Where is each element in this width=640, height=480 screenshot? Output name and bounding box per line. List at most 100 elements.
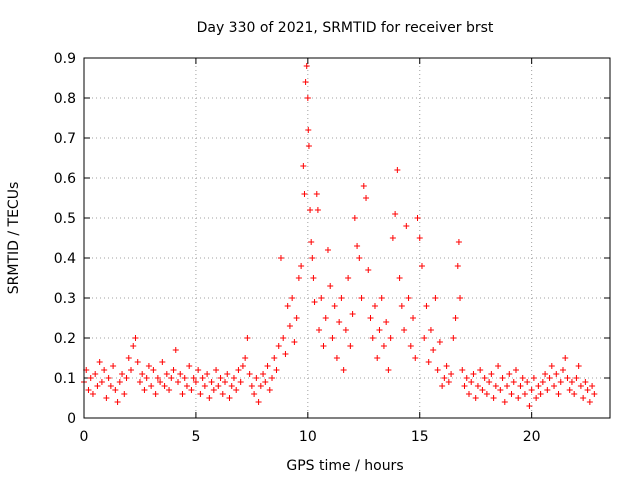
data-point bbox=[591, 391, 598, 397]
data-point bbox=[96, 359, 103, 365]
data-point bbox=[430, 347, 437, 353]
data-point bbox=[110, 363, 117, 369]
data-point bbox=[457, 295, 464, 301]
data-point bbox=[134, 359, 141, 365]
data-point bbox=[141, 387, 148, 393]
data-point bbox=[526, 403, 533, 409]
data-point bbox=[177, 371, 184, 377]
data-point bbox=[405, 295, 412, 301]
data-point bbox=[510, 379, 517, 385]
data-point bbox=[410, 315, 417, 321]
data-point bbox=[461, 383, 468, 389]
data-point bbox=[455, 239, 462, 245]
data-point bbox=[371, 303, 378, 309]
data-point bbox=[105, 375, 112, 381]
data-point bbox=[301, 191, 308, 197]
data-point bbox=[483, 391, 490, 397]
data-point bbox=[340, 367, 347, 373]
data-point bbox=[170, 367, 177, 373]
data-point bbox=[183, 383, 190, 389]
data-point bbox=[383, 319, 390, 325]
data-point bbox=[468, 379, 475, 385]
data-point bbox=[98, 379, 105, 385]
data-point bbox=[365, 267, 372, 273]
data-point bbox=[248, 383, 255, 389]
data-point bbox=[490, 395, 497, 401]
data-point bbox=[555, 391, 562, 397]
data-point bbox=[582, 379, 589, 385]
data-point bbox=[226, 395, 233, 401]
chart-title: Day 330 of 2021, SRMTID for receiver brs… bbox=[197, 20, 494, 36]
plot-frame bbox=[83, 57, 611, 419]
data-point bbox=[421, 335, 428, 341]
data-point bbox=[448, 371, 455, 377]
data-point bbox=[94, 383, 101, 389]
data-point bbox=[584, 387, 591, 393]
data-point bbox=[89, 391, 96, 397]
data-point bbox=[425, 359, 432, 365]
data-point bbox=[269, 375, 276, 381]
data-point bbox=[380, 343, 387, 349]
data-point bbox=[280, 335, 287, 341]
grid-lines bbox=[84, 58, 610, 418]
data-point bbox=[349, 311, 356, 317]
data-point bbox=[580, 395, 587, 401]
data-point bbox=[575, 363, 582, 369]
data-point bbox=[586, 399, 593, 405]
data-point bbox=[181, 375, 188, 381]
data-point bbox=[508, 391, 515, 397]
data-point bbox=[284, 303, 291, 309]
data-point bbox=[233, 387, 240, 393]
data-point bbox=[452, 315, 459, 321]
data-point bbox=[441, 375, 448, 381]
data-point bbox=[302, 79, 309, 85]
data-point bbox=[521, 391, 528, 397]
data-point bbox=[472, 395, 479, 401]
data-point bbox=[253, 375, 260, 381]
x-tick-label: 5 bbox=[191, 429, 200, 445]
data-point bbox=[275, 343, 282, 349]
data-point bbox=[128, 367, 135, 373]
data-point bbox=[320, 343, 327, 349]
data-point bbox=[222, 379, 229, 385]
y-axis-label: SRMTID / TECUs bbox=[6, 182, 22, 295]
data-point bbox=[148, 383, 155, 389]
data-point bbox=[192, 379, 199, 385]
data-point bbox=[445, 379, 452, 385]
data-point bbox=[557, 379, 564, 385]
data-point bbox=[116, 379, 123, 385]
data-point bbox=[322, 315, 329, 321]
data-point bbox=[217, 375, 224, 381]
data-point bbox=[125, 355, 132, 361]
data-point bbox=[224, 371, 231, 377]
data-point bbox=[309, 255, 316, 261]
data-point bbox=[374, 355, 381, 361]
data-point bbox=[450, 335, 457, 341]
data-point bbox=[436, 339, 443, 345]
y-tick-label: 0.4 bbox=[54, 251, 76, 267]
data-point bbox=[114, 399, 121, 405]
data-point bbox=[244, 335, 251, 341]
data-point bbox=[305, 143, 312, 149]
data-point bbox=[398, 303, 405, 309]
data-point bbox=[479, 387, 486, 393]
data-point bbox=[255, 399, 262, 405]
data-point bbox=[277, 255, 284, 261]
data-point bbox=[175, 379, 182, 385]
data-point bbox=[273, 367, 280, 373]
data-point bbox=[546, 375, 553, 381]
data-point bbox=[119, 371, 126, 377]
data-point bbox=[414, 215, 421, 221]
data-point bbox=[264, 363, 271, 369]
data-point bbox=[481, 375, 488, 381]
data-point bbox=[378, 295, 385, 301]
data-point bbox=[186, 363, 193, 369]
data-point bbox=[562, 355, 569, 361]
data-point bbox=[497, 387, 504, 393]
data-point bbox=[311, 299, 318, 305]
data-point bbox=[208, 379, 215, 385]
data-point bbox=[163, 371, 170, 377]
data-point bbox=[539, 379, 546, 385]
data-point bbox=[101, 367, 108, 373]
data-point bbox=[210, 387, 217, 393]
